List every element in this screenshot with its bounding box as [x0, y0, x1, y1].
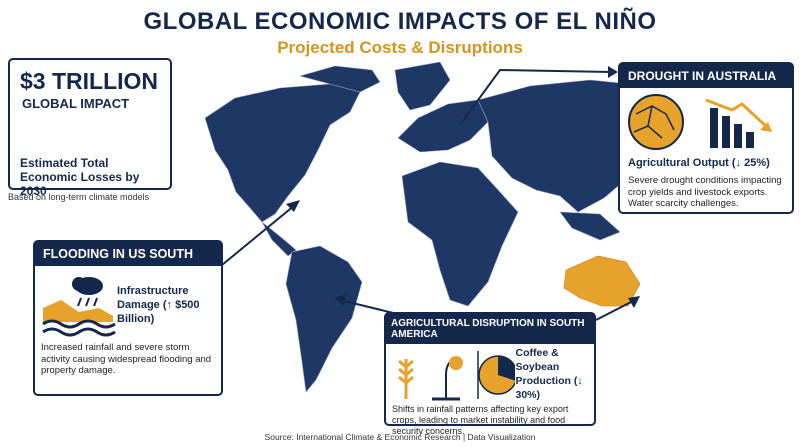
headline-value: $3 TRILLION	[20, 68, 159, 94]
headline-card: $3 TRILLION GLOBAL IMPACT Estimated Tota…	[8, 58, 172, 198]
card-description: Severe drought conditions impacting crop…	[628, 175, 782, 209]
headline-description: Estimated Total Economic Losses by 2030	[20, 156, 140, 198]
card-description: Increased rainfall and severe storm acti…	[41, 342, 212, 376]
card-description: Shifts in rainfall patterns affecting ke…	[392, 404, 569, 436]
card-metric: Agricultural Output (↓ 25%)	[628, 157, 770, 169]
flood-icon	[42, 277, 116, 337]
card-metric: Coffee & Soybean Production (↓ 30%)	[515, 347, 583, 401]
headline-label: GLOBAL IMPACT	[22, 96, 130, 111]
card-title: DROUGHT IN AUSTRALIA	[620, 64, 792, 88]
subtitle: Projected Costs & Disruptions	[277, 38, 523, 57]
source: Source: International Climate & Economic…	[264, 432, 536, 442]
south-america-card: AGRICULTURAL DISRUPTION IN SOUTH AMERICA…	[384, 312, 596, 436]
drought-icons	[628, 94, 772, 150]
crop-icons	[398, 351, 516, 401]
flood-card: FLOODING IN US SOUTH Infrastructure Dama…	[33, 240, 223, 396]
headline-note: Based on long-term climate models	[8, 192, 150, 202]
drought-card: DROUGHT IN AUSTRALIA Agricultural Output…	[618, 62, 794, 214]
title: GLOBAL ECONOMIC IMPACTS OF EL NIÑO	[143, 8, 657, 35]
card-title: FLOODING IN US SOUTH	[35, 242, 221, 266]
card-title: AGRICULTURAL DISRUPTION IN SOUTH AMERICA	[386, 314, 594, 344]
card-metric: Infrastructure Damage (↑ $500 Billion)	[117, 285, 200, 325]
